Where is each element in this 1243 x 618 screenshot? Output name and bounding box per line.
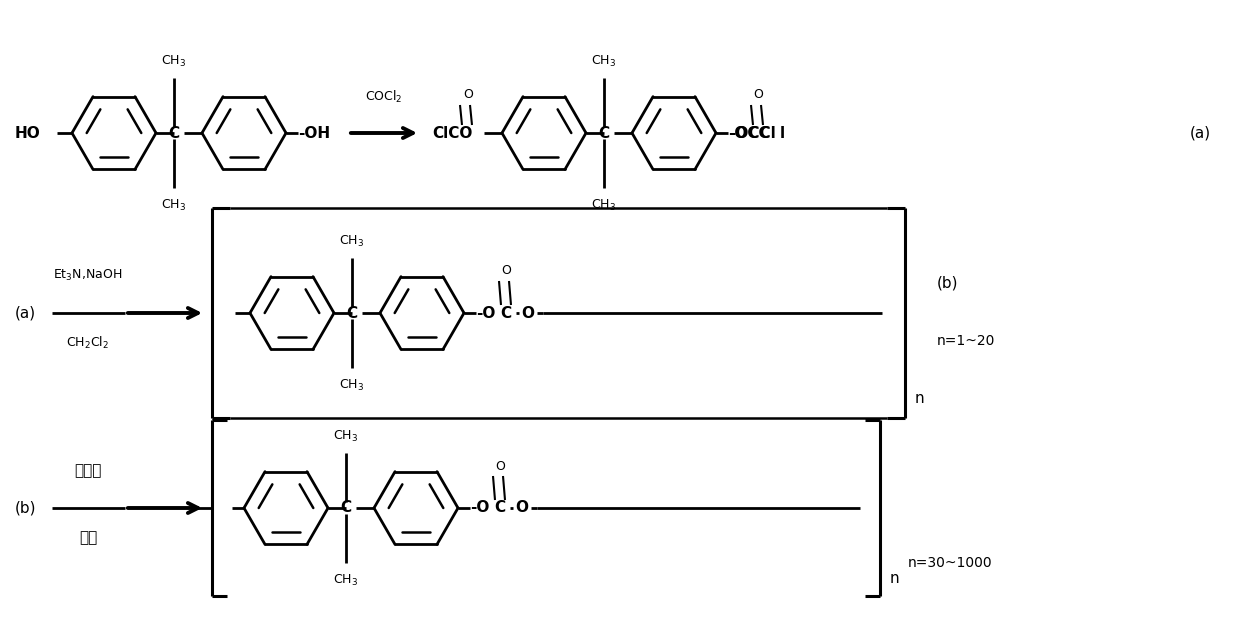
- Text: CH$_3$: CH$_3$: [592, 197, 617, 213]
- Text: (b): (b): [937, 276, 958, 290]
- Text: O: O: [495, 460, 505, 473]
- Text: C: C: [501, 305, 512, 321]
- Text: n=30~1000: n=30~1000: [907, 556, 993, 570]
- Text: -O: -O: [476, 305, 496, 321]
- Text: C: C: [347, 305, 358, 321]
- Text: -OH: -OH: [298, 125, 331, 140]
- Text: CH$_3$: CH$_3$: [162, 197, 186, 213]
- Text: (a): (a): [1190, 125, 1211, 140]
- Text: CH$_3$: CH$_3$: [333, 428, 358, 444]
- Text: CH$_3$: CH$_3$: [592, 53, 617, 69]
- Text: CH$_3$: CH$_3$: [333, 572, 358, 588]
- Text: -OCCl: -OCCl: [728, 125, 776, 140]
- Text: C: C: [598, 125, 609, 140]
- Text: HO: HO: [15, 125, 41, 140]
- Text: n=1~20: n=1~20: [937, 334, 996, 348]
- Text: -O: -O: [470, 501, 490, 515]
- Text: CH$_3$: CH$_3$: [162, 53, 186, 69]
- Text: Et$_3$N,NaOH: Et$_3$N,NaOH: [53, 268, 123, 283]
- Text: l: l: [781, 125, 786, 140]
- Text: C: C: [341, 501, 352, 515]
- Text: CH$_2$Cl$_2$: CH$_2$Cl$_2$: [66, 335, 109, 351]
- Text: O: O: [464, 88, 472, 101]
- Text: (b): (b): [15, 501, 36, 515]
- Text: O: O: [501, 265, 511, 277]
- Text: C: C: [495, 501, 506, 515]
- Text: n: n: [890, 571, 900, 586]
- Text: O: O: [516, 501, 528, 515]
- Text: -OCC: -OCC: [728, 125, 769, 140]
- Text: ClCO: ClCO: [433, 125, 472, 140]
- Text: 傅化剂: 傅化剂: [75, 463, 102, 478]
- Text: COCl$_2$: COCl$_2$: [365, 89, 403, 105]
- Text: O: O: [753, 88, 763, 101]
- Text: CH$_3$: CH$_3$: [339, 378, 364, 392]
- Text: (a): (a): [15, 305, 36, 321]
- Text: CH$_3$: CH$_3$: [339, 234, 364, 248]
- Text: O: O: [522, 305, 534, 321]
- Text: n: n: [915, 391, 925, 406]
- Text: 加热: 加热: [78, 530, 97, 545]
- Text: C: C: [169, 125, 179, 140]
